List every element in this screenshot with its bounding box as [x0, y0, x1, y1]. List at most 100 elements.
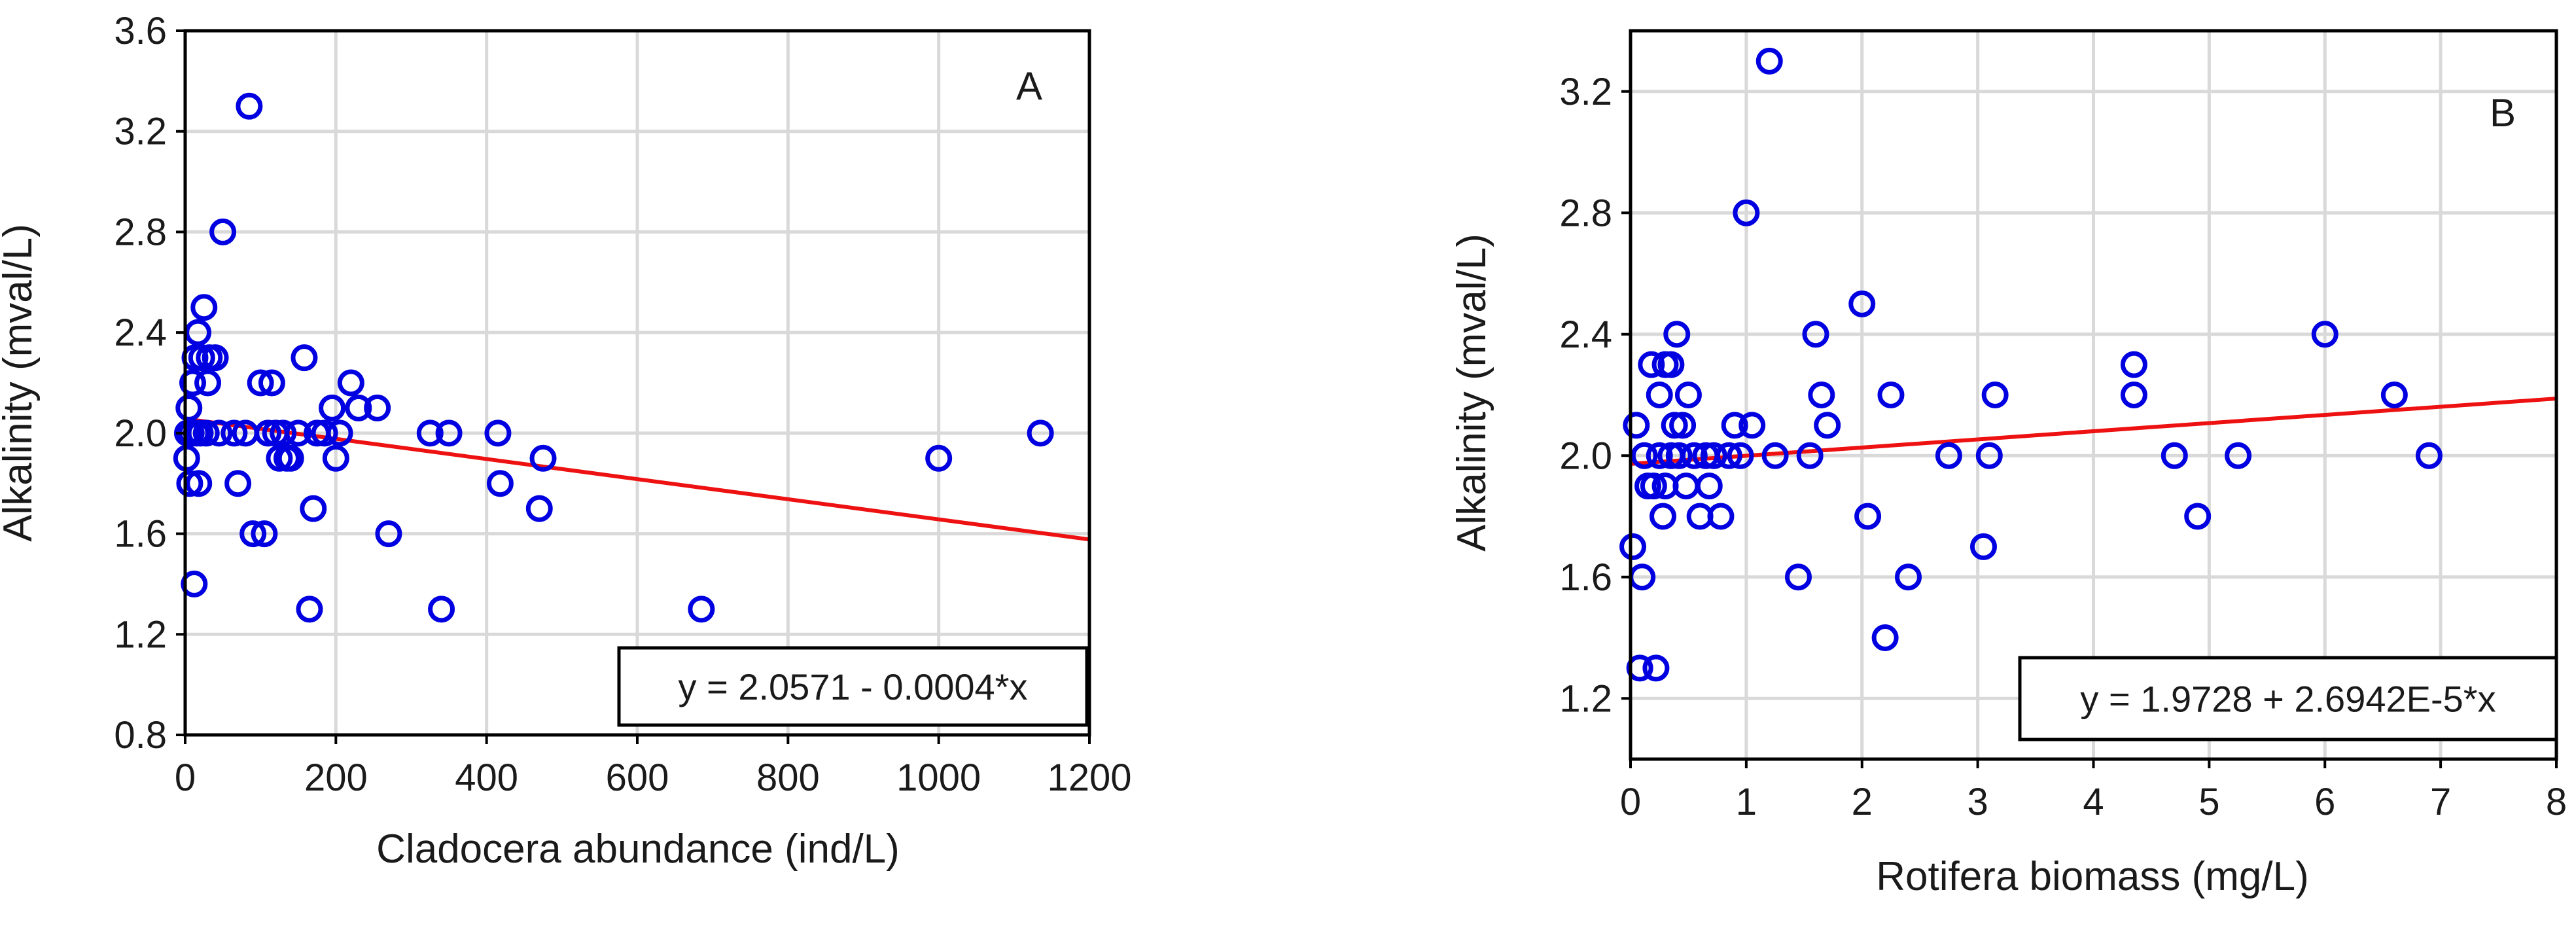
panel-a-chart: 0 200 400 600 800 1000 1200 0.8 1.2 1.6 2.0 2.4 2.8… — [0, 10, 1132, 872]
y-tick-label: 1.6 — [1559, 556, 1612, 599]
data-point — [181, 570, 208, 597]
data-point — [1638, 351, 1665, 378]
x-tick-label: 1 — [1736, 781, 1757, 823]
panel-a-label: A — [1016, 64, 1042, 108]
data-point — [1657, 351, 1685, 378]
panel-b-y-axis-title: Alkalinity (mval/L) — [1449, 234, 1494, 552]
data-point — [1665, 442, 1693, 469]
data-point — [435, 419, 463, 447]
x-tick-label: 3 — [1967, 781, 1988, 823]
data-point — [1895, 563, 1922, 591]
data-point — [296, 596, 323, 623]
data-point — [1650, 503, 1677, 530]
panel-a-equation-box — [617, 646, 1089, 727]
data-point — [1871, 624, 1899, 651]
data-point — [1646, 442, 1673, 469]
panel-a-x-axis-title: Cladocera abundance (ind/L) — [376, 827, 900, 872]
data-point — [1733, 199, 1760, 226]
data-point — [1814, 412, 1841, 439]
x-tick-label: 5 — [2198, 781, 2219, 823]
data-point — [239, 520, 267, 548]
data-point — [188, 344, 215, 372]
panel-a-y-axis-title: Alkalinity (mval/L) — [0, 224, 41, 542]
data-point — [311, 419, 338, 447]
data-point — [1738, 412, 1766, 439]
data-point — [185, 319, 212, 346]
data-point — [322, 444, 349, 472]
data-point — [2415, 442, 2443, 469]
x-tick-label: 200 — [304, 757, 368, 799]
y-tick-label: 2.0 — [1559, 435, 1612, 477]
data-point — [1848, 290, 1876, 317]
x-tick-label: 400 — [455, 757, 518, 799]
data-point — [221, 419, 248, 447]
panel-b-tick-marks — [1621, 90, 2558, 768]
data-point — [1935, 442, 1962, 469]
data-point — [1669, 412, 1697, 439]
data-point — [1727, 442, 1754, 469]
y-tick-label: 2.8 — [114, 211, 167, 253]
y-tick-label: 2.8 — [1559, 192, 1612, 234]
data-point — [1640, 472, 1667, 500]
data-point — [1707, 503, 1735, 530]
data-point — [202, 344, 229, 372]
data-point — [1761, 442, 1789, 469]
y-tick-label: 1.6 — [114, 513, 167, 556]
data-point — [364, 394, 391, 421]
data-point — [1661, 412, 1688, 439]
data-point — [1663, 321, 1691, 348]
x-tick-label: 4 — [2083, 781, 2104, 823]
data-point — [428, 596, 455, 623]
panel-b-x-axis-title: Rotifera biomass (mg/L) — [1876, 854, 2309, 899]
panel-a-gridlines — [183, 29, 1091, 737]
data-point — [529, 444, 557, 472]
y-tick-label: 3.6 — [114, 10, 167, 52]
panel-b-x-tick-labels: 0 1 2 3 4 5 6 7 8 — [1620, 781, 2567, 823]
data-point — [1674, 382, 1702, 408]
panel-a-tick-marks — [176, 29, 1091, 744]
data-point — [2380, 382, 2408, 408]
data-point — [192, 419, 220, 447]
data-point — [205, 419, 233, 447]
panel-b-y-tick-labels: 1.2 1.6 2.0 2.4 2.8 3.2 — [1559, 71, 1612, 721]
data-point — [1642, 654, 1670, 682]
y-tick-label: 1.2 — [1559, 677, 1612, 720]
data-point — [209, 218, 237, 245]
data-point — [416, 419, 444, 447]
panel-b-equation-box — [2018, 656, 2558, 741]
y-tick-label: 2.4 — [1559, 313, 1612, 356]
data-point — [176, 470, 203, 497]
data-point — [194, 369, 222, 397]
y-tick-label: 1.2 — [114, 613, 167, 656]
data-point — [1680, 442, 1708, 469]
data-point — [190, 294, 218, 321]
x-tick-label: 8 — [2546, 781, 2567, 823]
x-tick-label: 600 — [606, 757, 669, 799]
x-tick-label: 800 — [756, 757, 820, 799]
data-point — [1981, 382, 2009, 408]
data-point — [270, 419, 297, 447]
data-point — [326, 419, 353, 447]
data-point — [345, 394, 372, 421]
data-point — [224, 470, 252, 497]
panel-b-points — [1619, 47, 2443, 682]
data-point — [175, 394, 203, 421]
panel-a-x-tick-labels: 0 200 400 600 800 1000 1200 — [175, 757, 1132, 799]
data-point — [1796, 442, 1824, 469]
panel-b-label: B — [2490, 91, 2516, 135]
data-point — [2225, 442, 2252, 469]
panel-a-y-tick-labels: 0.8 1.2 1.6 2.0 2.4 2.8 3.2 3.6 — [114, 10, 167, 757]
data-point — [1877, 382, 1905, 408]
data-point — [2120, 351, 2147, 378]
y-tick-label: 3.2 — [1559, 71, 1612, 113]
data-point — [1715, 442, 1742, 469]
data-point — [1619, 533, 1647, 560]
panel-b-gridlines — [1629, 31, 2558, 759]
data-point — [1631, 442, 1658, 469]
data-point — [525, 495, 553, 522]
x-tick-label: 6 — [2314, 781, 2335, 823]
data-point — [185, 470, 213, 497]
data-point — [688, 596, 715, 623]
data-point — [236, 92, 263, 120]
